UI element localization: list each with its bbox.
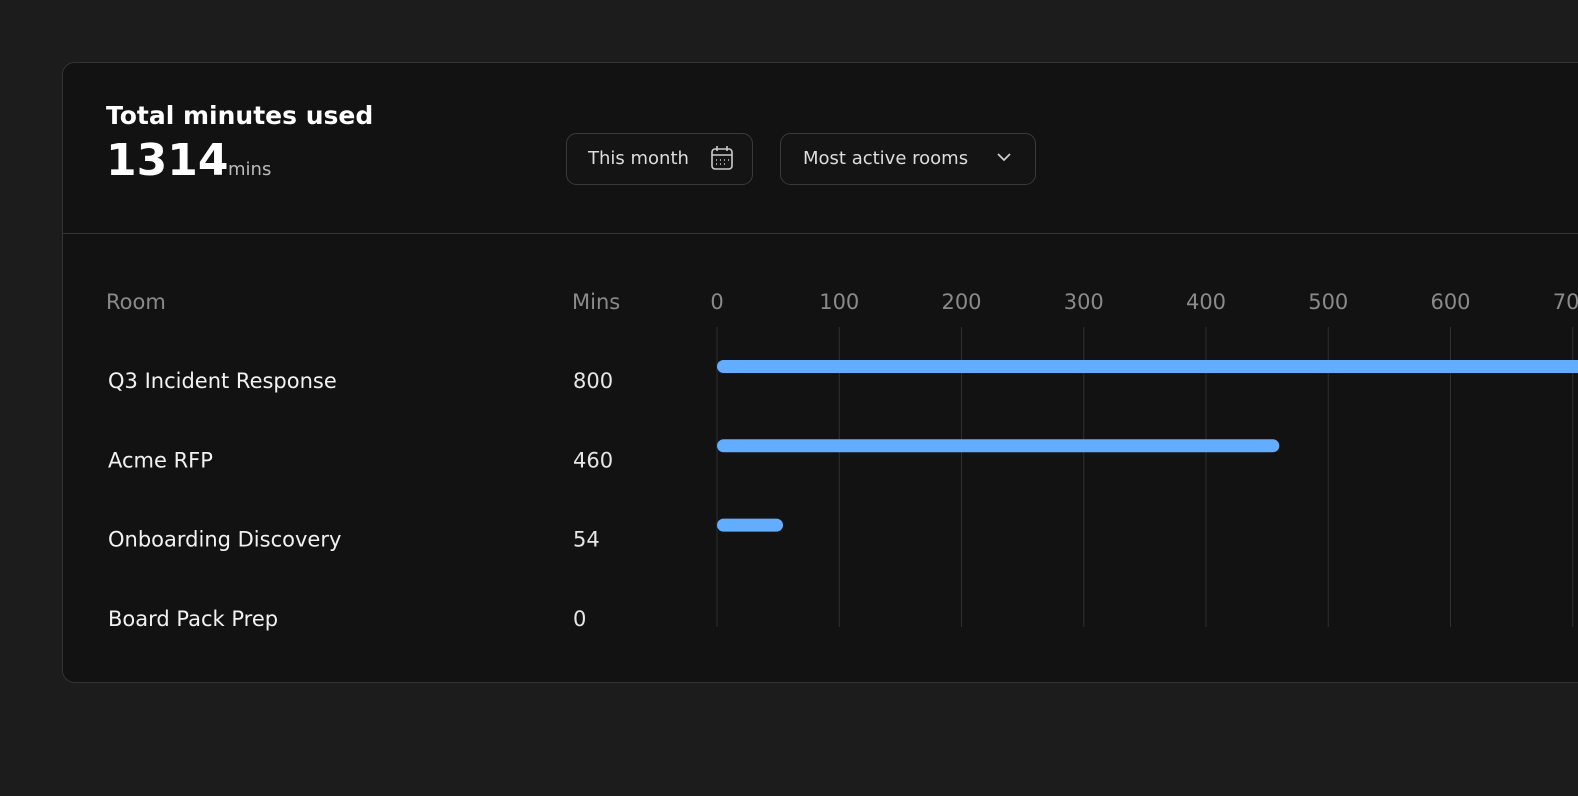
room-minutes: 460 [573, 448, 613, 472]
total: 1314 [106, 135, 228, 186]
room-minutes: 0 [573, 607, 586, 631]
period-button[interactable]: This month [566, 133, 753, 185]
x-tick-label: 400 [1186, 290, 1226, 314]
x-tick-label: 500 [1308, 290, 1348, 314]
x-tick-label: 100 [819, 290, 859, 314]
bar [717, 518, 784, 532]
room-name: Board Pack Prep [108, 607, 278, 631]
room-minutes: 800 [573, 369, 613, 393]
chevron-icon[interactable] [997, 153, 1011, 162]
room-minutes: 54 [573, 528, 600, 552]
unit: mins [228, 159, 271, 180]
column-header: Room [106, 290, 166, 314]
title: Total minutes used [106, 101, 373, 130]
x-tick-label: 700 [1553, 290, 1578, 314]
bar [717, 360, 1578, 373]
room-name: Onboarding Discovery [108, 528, 341, 552]
button-label[interactable]: This month [587, 148, 689, 169]
button-label[interactable]: Most active rooms [803, 148, 968, 169]
view-button[interactable]: Most active rooms [780, 133, 1036, 185]
x-tick-label: 0 [710, 290, 723, 314]
x-tick-label: 300 [1064, 290, 1104, 314]
room-name: Acme RFP [108, 448, 213, 472]
bar [717, 439, 1280, 453]
column-header: Mins [572, 290, 620, 314]
x-tick-label: 200 [941, 290, 981, 314]
button-frame[interactable] [566, 133, 753, 185]
room-name: Q3 Incident Response [108, 369, 337, 393]
x-tick-label: 600 [1430, 290, 1470, 314]
button-frame[interactable] [780, 133, 1036, 185]
calendar-icon[interactable] [711, 146, 733, 170]
